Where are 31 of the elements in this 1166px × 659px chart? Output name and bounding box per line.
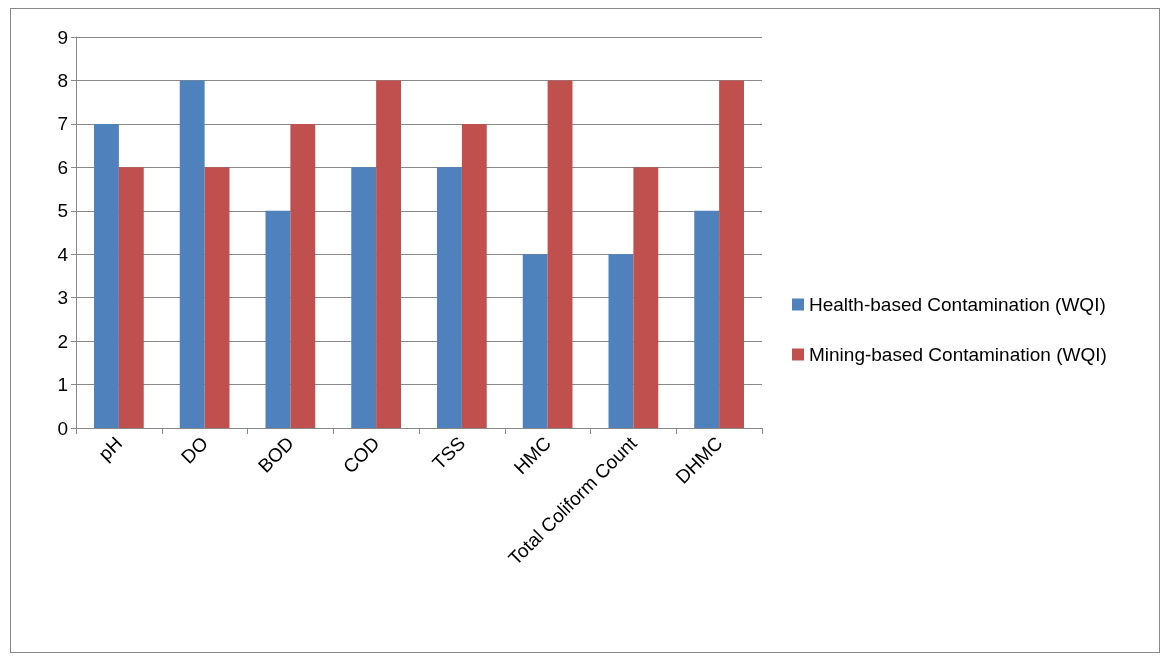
y-tick-label: 9 — [57, 26, 68, 48]
bar — [204, 167, 230, 428]
bar — [118, 167, 144, 428]
bar — [633, 167, 659, 428]
bar — [608, 254, 634, 428]
bar — [94, 123, 119, 428]
y-tick-label: 3 — [57, 287, 68, 309]
y-tick-label: 7 — [57, 113, 68, 135]
x-tick-label: DO — [177, 432, 213, 468]
legend-label: Mining-based Contamination (WQI) — [809, 344, 1107, 365]
bar — [376, 80, 401, 428]
bar — [461, 123, 487, 428]
bar — [547, 80, 573, 428]
bar — [290, 123, 316, 428]
legend-label: Health-based Contamination (WQI) — [809, 294, 1106, 315]
y-tick-label: 6 — [57, 156, 68, 178]
y-tick-label: 0 — [57, 417, 68, 439]
bar — [719, 80, 744, 428]
y-tick-label: 4 — [57, 243, 69, 265]
y-tick-label: 2 — [57, 330, 68, 352]
bar — [694, 210, 720, 428]
bar — [437, 167, 462, 428]
y-tick-label: 1 — [57, 374, 68, 396]
y-tick-label: 5 — [57, 200, 68, 222]
bar — [179, 80, 205, 428]
x-tick-label: TSS — [428, 432, 470, 474]
bar — [265, 210, 291, 428]
bar — [351, 167, 377, 428]
x-tick-label: pH — [94, 432, 127, 465]
y-tick-label: 8 — [57, 69, 68, 91]
bar — [522, 254, 548, 428]
